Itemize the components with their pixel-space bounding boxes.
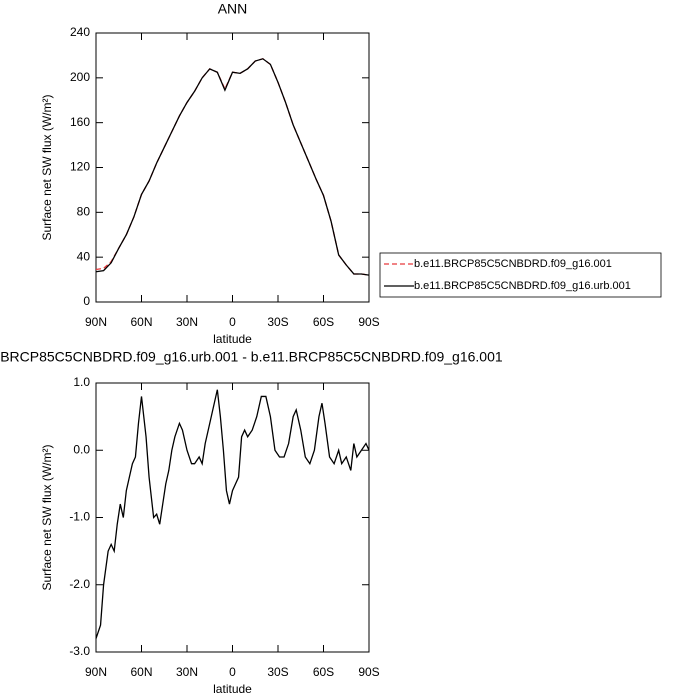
x-tick-label: 90N	[85, 315, 107, 329]
y-tick-label: -2.0	[69, 577, 90, 591]
legend-label: b.e11.BRCP85C5CNBDRD.f09_g16.001	[414, 258, 612, 270]
x-tick-label: 0	[229, 315, 236, 329]
x-axis-label: latitude	[213, 332, 252, 346]
x-tick-label: 60S	[313, 315, 334, 329]
y-tick-label: -3.0	[69, 644, 90, 658]
legend-label: b.e11.BRCP85C5CNBDRD.f09_g16.urb.001	[414, 280, 631, 292]
x-tick-label: 30N	[176, 315, 198, 329]
y-tick-label: 1.0	[73, 375, 90, 389]
y-axis-label: Surface net SW flux (W/m²)	[40, 94, 54, 240]
data-line	[95, 58, 370, 276]
y-tick-label: 40	[77, 249, 91, 263]
y-tick-label: -1.0	[69, 510, 90, 524]
x-tick-label: 90S	[358, 315, 379, 329]
x-tick-label: 90S	[358, 665, 379, 679]
data-line	[95, 389, 370, 639]
y-tick-label: 0.0	[73, 442, 90, 456]
y-tick-label: 0	[83, 294, 90, 308]
x-tick-label: 30S	[267, 665, 288, 679]
y-tick-label: 160	[70, 115, 90, 129]
y-tick-label: 120	[70, 160, 90, 174]
x-tick-label: 0	[229, 665, 236, 679]
data-line	[95, 58, 370, 276]
plot-frame	[95, 382, 370, 653]
x-tick-label: 60S	[313, 665, 334, 679]
x-axis-label: latitude	[213, 682, 252, 696]
x-tick-label: 90N	[85, 665, 107, 679]
x-tick-label: 30S	[267, 315, 288, 329]
x-tick-label: 60N	[130, 315, 152, 329]
y-tick-label: 80	[77, 205, 91, 219]
chart-title: b.e11.BRCP85C5CNBDRD.f09_g16.urb.001 - b…	[0, 349, 503, 365]
legend-box	[379, 252, 662, 298]
y-tick-label: 200	[70, 70, 90, 84]
chart-title: ANN	[218, 1, 248, 17]
y-tick-label: 240	[70, 25, 90, 39]
x-tick-label: 30N	[176, 665, 198, 679]
y-axis-label: Surface net SW flux (W/m²)	[40, 444, 54, 590]
x-tick-label: 60N	[130, 665, 152, 679]
